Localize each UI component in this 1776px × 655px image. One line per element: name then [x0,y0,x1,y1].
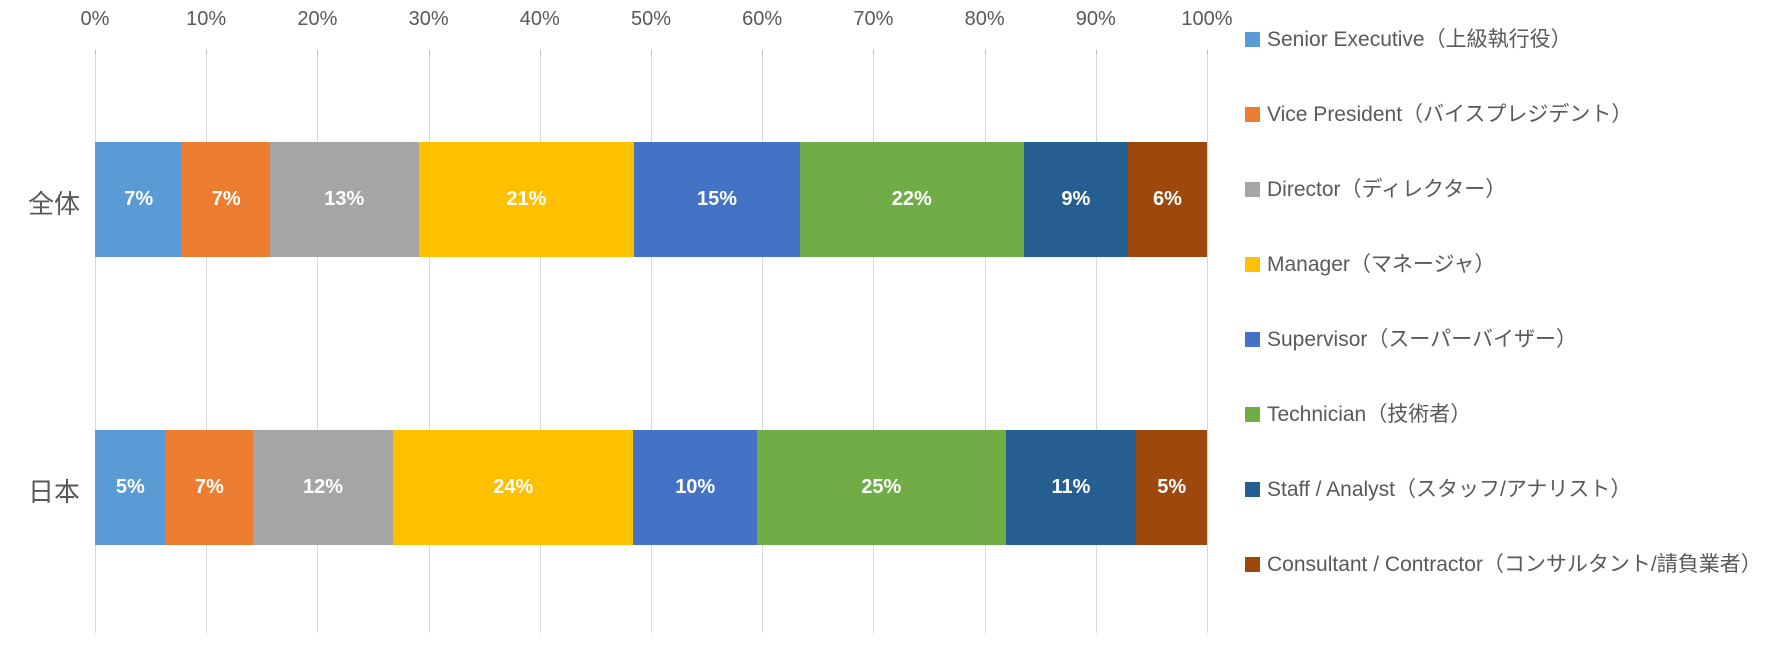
gridline [873,55,875,633]
gridline [95,55,96,633]
gridline [651,55,652,633]
data-label: 13% [324,188,365,210]
data-label: 12% [303,476,344,498]
data-label: 5% [115,476,145,498]
legend-swatch-icon [1245,407,1260,422]
data-label: 5% [1157,476,1187,498]
axis-tick-label: 80% [964,8,1005,30]
data-label: 10% [675,476,716,498]
gridline [762,55,764,633]
bar-segment[interactable]: 6% [1127,142,1207,257]
data-label: 11% [1051,476,1091,498]
gridline [1207,55,1208,633]
axis-tick-label: 70% [853,8,894,30]
data-label: 22% [891,188,932,210]
gridline [317,55,319,633]
legend-swatch-icon [1245,257,1260,272]
bar-row-overall: 7% 7% 13% 21% 15% 22% 9% 6% [95,142,1207,257]
bar-segment[interactable]: 11% [1005,430,1137,545]
data-label: 25% [861,476,902,498]
bar-segment[interactable]: 7% [165,430,253,545]
gridline [984,55,986,633]
data-label: 6% [1152,188,1182,210]
bar-row-japan: 5% 7% 12% 24% 10% 25% 11% 5% [95,430,1207,545]
bar-segment[interactable]: 21% [418,142,635,257]
gridline [539,55,541,633]
axis-tick-label: 40% [519,8,560,30]
legend-item[interactable]: Senior Executive（上級執行役） [1245,24,1765,56]
legend-label: Technician（技術者） [1267,403,1472,426]
legend-item[interactable]: Consultant / Contractor（コンサルタント/請負業者） [1245,549,1765,581]
legend-label: Vice President（バイスプレジデント） [1267,103,1633,126]
axis-tick-label: 90% [1075,8,1116,30]
bar-segment[interactable]: 13% [269,142,419,257]
legend-swatch-icon [1245,182,1260,197]
legend-swatch-icon [1245,32,1260,47]
data-label: 24% [493,476,534,498]
bar-segment[interactable]: 15% [634,142,800,257]
gridline [1095,55,1097,633]
bar-segment[interactable]: 25% [756,430,1006,545]
legend-label: Senior Executive（上級執行役） [1267,28,1572,51]
axis-tick-label: 50% [630,8,672,30]
legend-label: Staff / Analyst（スタッフ/アナリスト） [1267,478,1632,501]
gridline [206,55,208,633]
legend: Senior Executive（上級執行役） Vice President（バイ… [1245,24,1765,624]
axis-tick-label: 30% [408,8,449,30]
legend-item[interactable]: Manager（マネージャ） [1245,249,1765,281]
data-label: 7% [124,188,154,210]
data-label: 21% [506,188,547,210]
axis-tick-label: 10% [186,8,227,30]
data-label: 7% [194,476,224,498]
legend-label: Supervisor（スーパーバイザー） [1267,328,1577,351]
bar-segment[interactable]: 5% [1136,430,1207,545]
legend-item[interactable]: Staff / Analyst（スタッフ/アナリスト） [1245,474,1765,506]
bar-segment[interactable]: 5% [95,430,166,545]
legend-label: Manager（マネージャ） [1267,253,1496,276]
legend-label: Consultant / Contractor（コンサルタント/請負業者） [1267,553,1762,576]
axis-tick-label: 100% [1181,8,1233,30]
axis-tick-label: 20% [297,8,338,30]
legend-swatch-icon [1245,107,1260,122]
gridline [428,55,430,633]
data-label: 9% [1061,188,1091,210]
bar-segment[interactable]: 10% [633,430,757,545]
legend-item[interactable]: Vice President（バイスプレジデント） [1245,99,1765,131]
legend-swatch-icon [1245,557,1260,572]
legend-item[interactable]: Technician（技術者） [1245,399,1765,431]
bar-segment[interactable]: 24% [393,430,634,545]
data-label: 7% [211,188,241,210]
bar-segment[interactable]: 12% [252,430,394,545]
legend-swatch-icon [1245,332,1260,347]
bar-segment[interactable]: 9% [1023,142,1128,257]
legend-label: Director（ディレクター） [1267,178,1507,201]
data-label: 15% [696,188,738,210]
bar-segment[interactable]: 22% [799,142,1024,257]
bar-segment[interactable]: 7% [182,142,270,257]
legend-item[interactable]: Supervisor（スーパーバイザー） [1245,324,1765,356]
axis-tick-label: 0% [80,8,110,30]
category-label: 全体 [27,188,80,219]
axis-tick-label: 60% [742,8,783,30]
bar-segment[interactable]: 7% [95,142,183,257]
category-label: 日本 [27,476,80,507]
legend-swatch-icon [1245,482,1260,497]
legend-item[interactable]: Director（ディレクター） [1245,174,1765,206]
